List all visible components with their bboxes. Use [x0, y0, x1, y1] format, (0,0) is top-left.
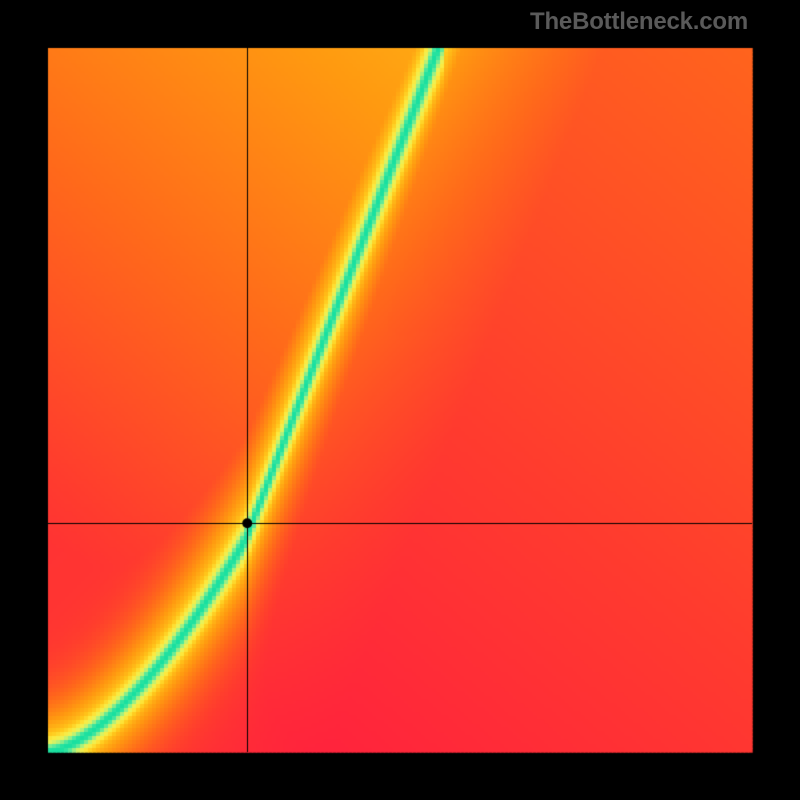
watermark-text: TheBottleneck.com — [530, 8, 748, 36]
bottleneck-heatmap — [0, 0, 800, 800]
